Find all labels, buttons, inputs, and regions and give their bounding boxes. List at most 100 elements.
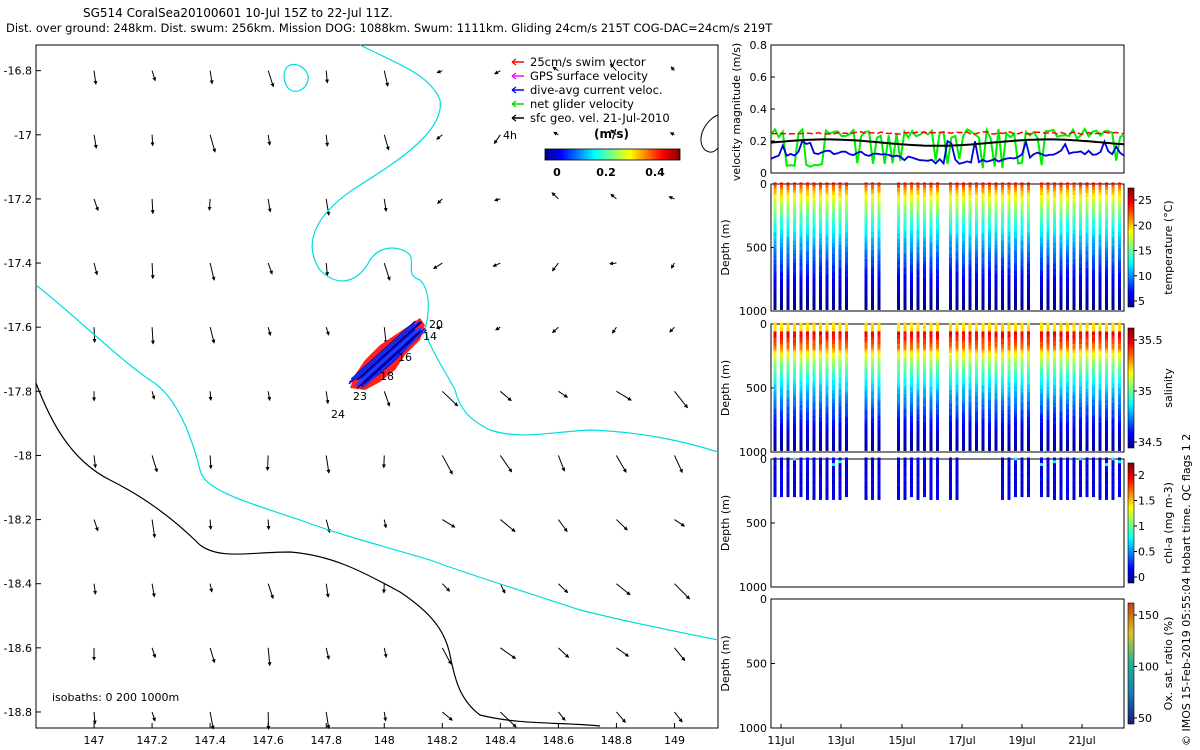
profile-sample — [916, 266, 920, 270]
profile-sample — [799, 421, 803, 425]
profile-sample — [897, 345, 900, 349]
profile-sample — [871, 424, 874, 428]
profile-sample — [806, 417, 809, 421]
profile-sample — [786, 226, 790, 230]
profile-sample — [1092, 282, 1095, 286]
profile-sample — [799, 431, 803, 435]
profile-sample — [864, 274, 868, 278]
profile-sample — [825, 182, 829, 186]
profile-sample — [1118, 228, 1121, 232]
profile-sample — [903, 352, 907, 356]
profile-sample — [832, 426, 835, 430]
profile-sample — [877, 351, 881, 355]
profile-sample — [786, 292, 790, 296]
profile-sample — [819, 189, 822, 193]
profile-sample — [955, 232, 959, 236]
profile-sample — [864, 388, 868, 392]
profile-sample — [793, 370, 796, 374]
profile-sample — [1059, 267, 1063, 271]
profile-sample — [1118, 253, 1121, 257]
profile-sample — [1046, 260, 1050, 264]
profile-sample — [1105, 294, 1108, 298]
profile-sample — [871, 193, 874, 197]
colorbar-tick-0.2: 0.2 — [596, 166, 616, 179]
profile-sample — [799, 404, 803, 408]
current-vector-field — [92, 63, 691, 731]
profile-sample — [786, 182, 790, 186]
profile-sample — [1007, 226, 1011, 230]
profile-sample — [832, 216, 835, 220]
profile-sample — [994, 219, 998, 223]
profile-sample — [897, 305, 900, 309]
profile-sample — [955, 205, 959, 209]
profile-sample — [819, 305, 822, 309]
profile-sample — [916, 202, 920, 206]
profile-sample — [1007, 184, 1011, 188]
profile-sample — [1020, 244, 1024, 248]
profile-sample — [871, 271, 874, 275]
profile-sample — [1092, 285, 1095, 289]
profile-sample — [793, 218, 796, 222]
profile-sample — [910, 331, 913, 335]
profile-sample — [832, 403, 835, 407]
profile-sample — [916, 200, 920, 204]
profile-sample — [832, 336, 835, 340]
profile-sample — [871, 446, 874, 450]
profile-sample — [916, 298, 920, 302]
profile-sample — [1040, 242, 1043, 246]
profile-sample — [1105, 191, 1108, 195]
profile-sample — [871, 253, 874, 257]
profile-sample — [864, 404, 868, 408]
profile-sample — [1001, 267, 1004, 271]
profile-sample — [838, 437, 842, 441]
profile-sample — [1001, 221, 1004, 225]
profile-sample — [1001, 230, 1004, 234]
velocity-panel: 00.20.40.60.8 velocity magnitude (m/s) — [730, 39, 1125, 181]
profile-sample — [838, 385, 842, 389]
profile-sample — [832, 228, 835, 232]
profile-sample — [819, 278, 822, 282]
profile-sample — [786, 210, 790, 214]
profile-sample — [1027, 305, 1030, 309]
profile-sample — [1001, 292, 1004, 296]
profile-sample — [793, 408, 796, 412]
profile-sample — [988, 283, 991, 287]
profile-sample — [773, 194, 777, 198]
profile-sample — [910, 299, 913, 303]
profile-sample — [819, 413, 822, 417]
profile-sample — [832, 266, 835, 270]
profile-sample — [812, 408, 816, 412]
profile-sample — [1053, 232, 1056, 236]
profile-sample — [806, 289, 809, 293]
profile-sample — [806, 442, 809, 446]
profile-sample — [1007, 235, 1011, 239]
profile-sample — [923, 196, 926, 200]
profile-sample — [1020, 187, 1024, 191]
current-arrow — [441, 390, 459, 407]
profile-sample — [812, 447, 816, 451]
profile-sample — [786, 403, 790, 407]
profile-sample — [871, 267, 874, 271]
track-segment — [354, 327, 420, 387]
profile-sample — [929, 194, 933, 198]
profile-sample — [1118, 194, 1121, 198]
profile-sample — [1079, 280, 1082, 284]
profile-sample — [897, 289, 900, 293]
profile-sample — [793, 385, 796, 389]
profile-sample — [955, 182, 959, 186]
profile-sample — [819, 370, 822, 374]
profile-sample — [1014, 257, 1017, 261]
profile-sample — [780, 228, 783, 232]
profile-sample — [1020, 209, 1024, 213]
profile-sample — [1098, 239, 1102, 243]
profile-sample — [1085, 298, 1089, 302]
profile-sample — [806, 345, 809, 349]
profile-sample — [936, 280, 939, 284]
profile-sample — [838, 218, 842, 222]
profile-sample — [845, 446, 848, 450]
profile-sample — [903, 232, 907, 236]
profile-sample — [988, 271, 991, 275]
profile-sample — [1027, 262, 1030, 266]
profile-sample — [955, 234, 959, 238]
profile-sample — [923, 298, 926, 302]
